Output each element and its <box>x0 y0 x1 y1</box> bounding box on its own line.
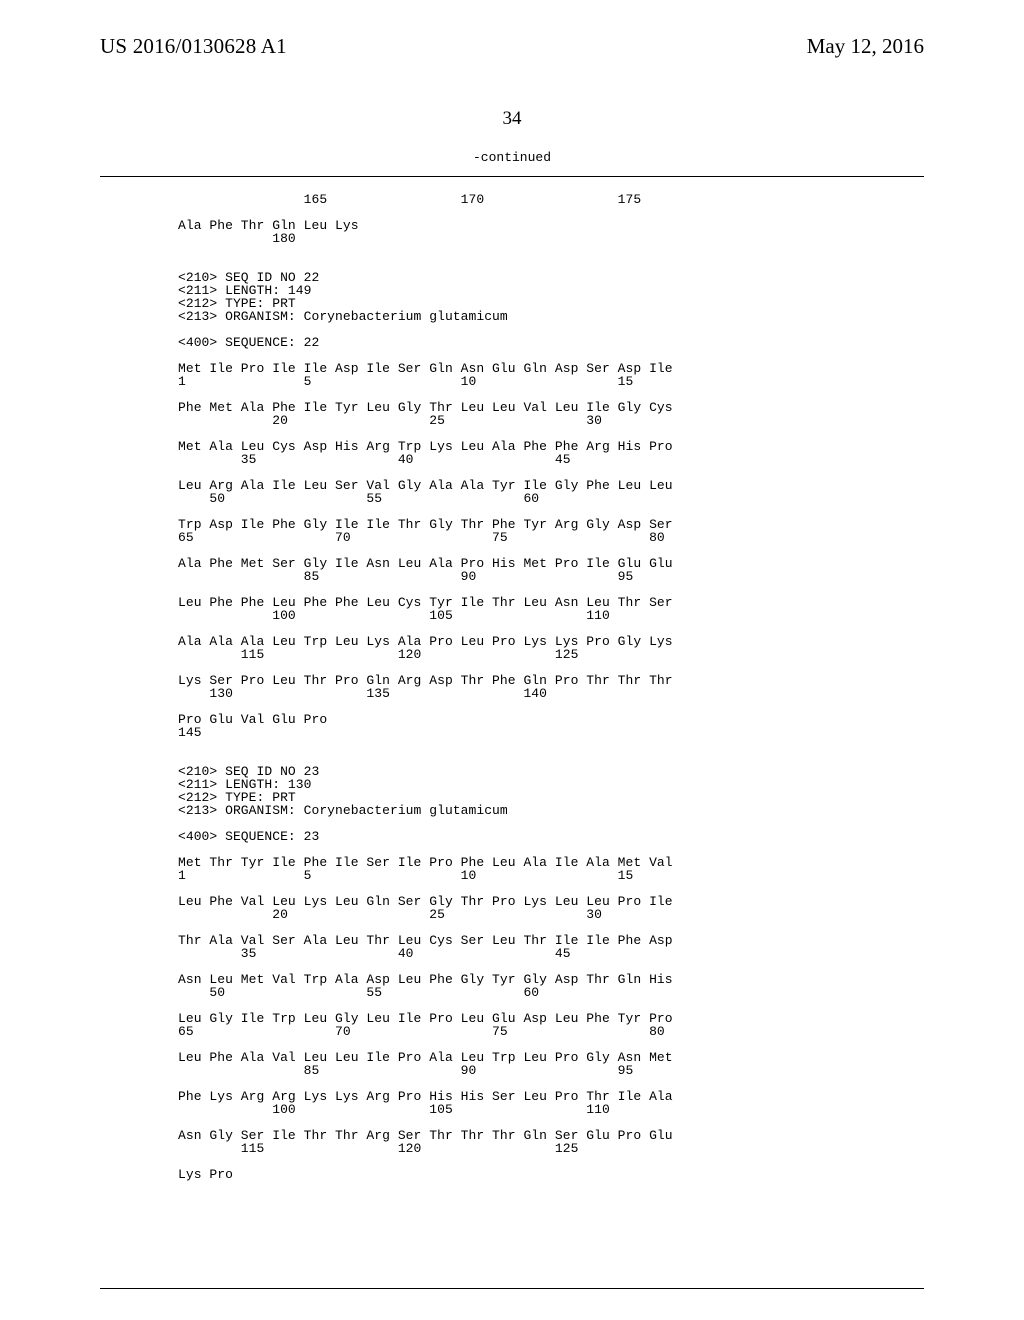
divider-top <box>100 176 924 177</box>
continued-label: -continued <box>0 150 1024 165</box>
divider-bottom <box>100 1288 924 1289</box>
sequence-listing: 165 170 175 Ala Phe Thr Gln Leu Lys 180 … <box>178 193 673 1181</box>
page: US 2016/0130628 A1 May 12, 2016 34 -cont… <box>0 0 1024 1320</box>
publication-date: May 12, 2016 <box>807 34 924 59</box>
page-number: 34 <box>0 108 1024 130</box>
publication-number: US 2016/0130628 A1 <box>100 34 287 59</box>
